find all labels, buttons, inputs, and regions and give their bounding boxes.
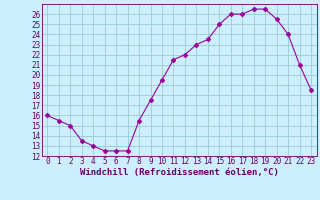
X-axis label: Windchill (Refroidissement éolien,°C): Windchill (Refroidissement éolien,°C)	[80, 168, 279, 177]
